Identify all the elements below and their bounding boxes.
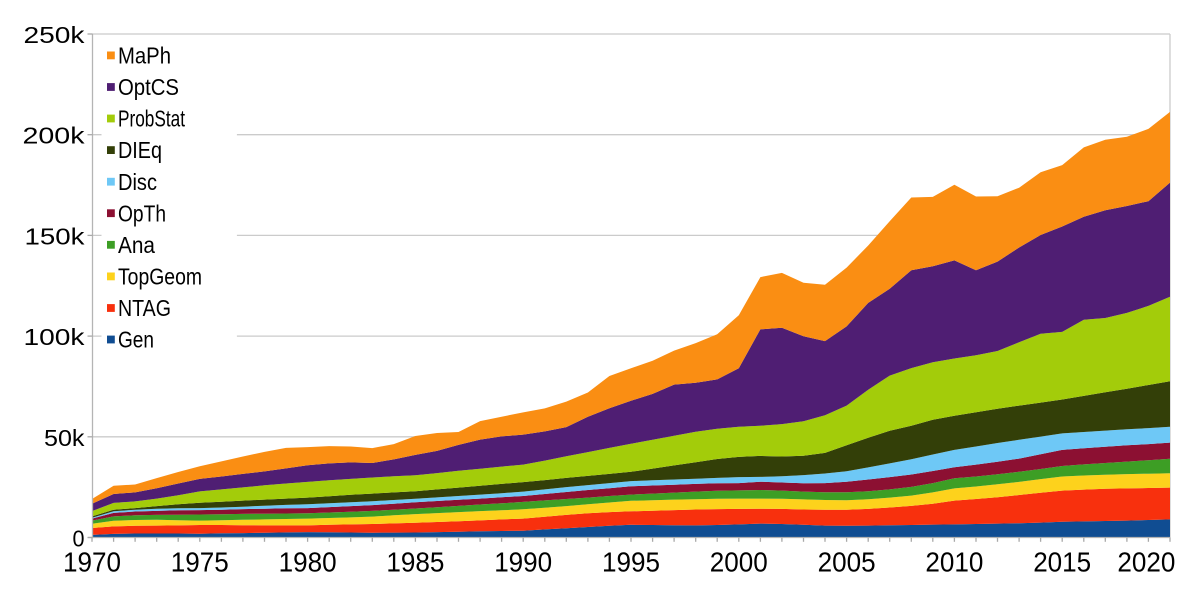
svg-text:1975: 1975 [171,547,229,578]
svg-text:1980: 1980 [279,547,337,578]
svg-text:150k: 150k [25,223,86,249]
svg-text:2015: 2015 [1033,547,1091,578]
svg-text:100k: 100k [24,324,86,350]
svg-text:200k: 200k [23,123,86,149]
svg-text:2005: 2005 [818,547,876,578]
svg-text:1995: 1995 [602,547,660,578]
svg-text:Ana: Ana [118,232,155,258]
svg-text:2020: 2020 [1117,547,1175,578]
svg-text:Disc: Disc [118,169,157,195]
svg-text:DIEq: DIEq [118,137,162,163]
svg-text:250k: 250k [24,22,86,48]
svg-text:OptCS: OptCS [118,74,179,100]
svg-text:1985: 1985 [386,547,444,578]
svg-text:1970: 1970 [63,547,121,578]
svg-text:TopGeom: TopGeom [118,264,202,290]
svg-text:50k: 50k [44,425,85,451]
svg-text:NTAG: NTAG [118,295,171,321]
svg-text:1990: 1990 [494,547,552,578]
svg-text:2000: 2000 [710,547,768,578]
svg-text:OpTh: OpTh [118,200,166,226]
svg-text:Gen: Gen [118,327,154,353]
svg-text:MaPh: MaPh [118,43,171,69]
svg-text:0: 0 [73,526,85,552]
svg-text:ProbStat: ProbStat [118,106,185,132]
svg-text:2010: 2010 [925,547,983,578]
